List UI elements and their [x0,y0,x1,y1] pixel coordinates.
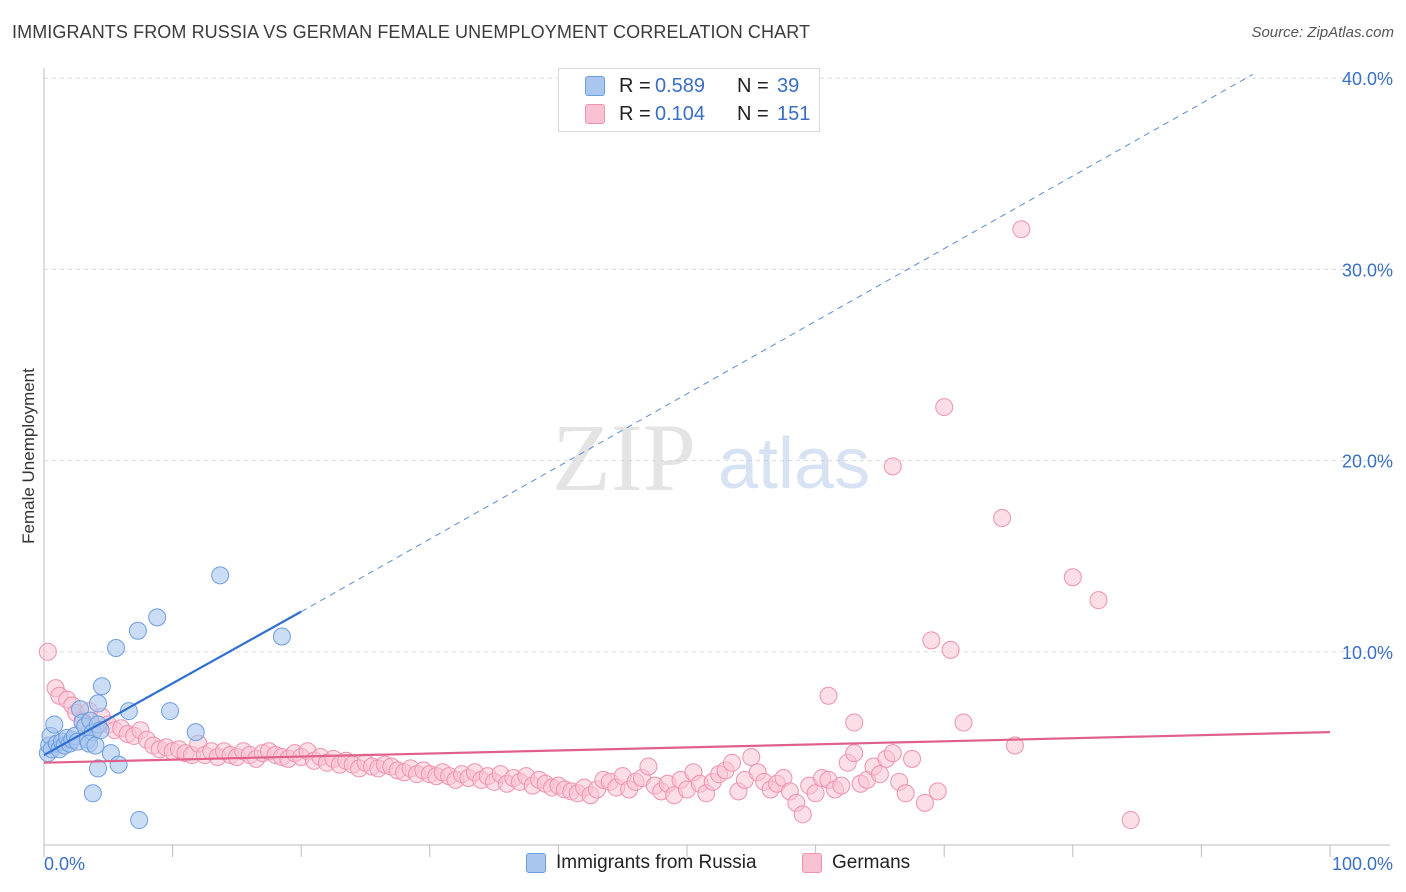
trendline-russia [43,610,302,757]
data-point-russia [130,811,149,830]
legend-n-label: N = [737,74,769,97]
legend-n-value: 39 [777,74,800,97]
y-tick-label: 20.0% [1342,452,1393,472]
bottom-legend-label-russia: Immigrants from Russia [556,852,757,873]
watermark: ZIP atlas [552,404,870,511]
data-point-russia [211,566,230,585]
legend: R = 0.589 N = 39 R = 0.104 N = 151 [558,68,820,132]
chart-title: IMMIGRANTS FROM RUSSIA VS GERMAN FEMALE … [12,22,811,42]
data-point-germans [1121,811,1140,830]
trendline-germans [43,731,1331,764]
data-point-germans [832,776,851,795]
bottom-legend-russia: Immigrants from Russia [526,852,757,874]
data-point-germans [935,398,954,417]
data-point-germans [883,744,902,763]
x-tick-label: 100.0% [1332,854,1393,874]
data-point-germans [903,749,922,768]
legend-r-label: R = [619,102,651,125]
y-tick-label: 10.0% [1342,643,1393,663]
trendline-russia-extrapolated [300,73,1254,613]
data-point-germans [1012,220,1031,239]
gridlines [44,77,1390,653]
legend-swatch-russia [585,76,605,96]
data-point-russia [186,723,205,742]
data-point-russia [109,755,128,774]
legend-row-russia: R = 0.589 N = 39 [585,73,799,99]
data-point-germans [742,747,761,766]
data-point-russia [86,736,105,755]
data-point-germans [870,765,889,784]
data-point-germans [993,508,1012,527]
legend-r-value: 0.104 [655,102,706,125]
watermark-zip: ZIP [552,404,696,511]
legend-r-value: 0.589 [655,74,706,97]
legend-swatch-germans [585,104,605,124]
data-point-germans [928,782,947,801]
data-point-germans [1005,736,1024,755]
data-point-germans [941,640,960,659]
data-point-russia [89,759,108,778]
data-point-germans [883,457,902,476]
data-point-germans [38,642,57,661]
data-point-russia [128,621,147,640]
y-axis-label: Female Unemployment [19,368,38,544]
legend-n-label: N = [737,102,769,125]
x-tick-label: 0.0% [44,854,85,874]
source-credit: Source: ZipAtlas.com [1251,24,1394,41]
legend-row-germans: R = 0.104 N = 151 [585,101,810,127]
data-point-germans [954,713,973,732]
watermark-atlas: atlas [718,424,870,504]
bottom-legend-germans: Germans [802,852,910,874]
russia-points [38,566,291,830]
data-point-germans [639,757,658,776]
data-point-russia [89,694,108,713]
data-point-russia [161,702,180,721]
data-point-germans [1089,591,1108,610]
trendlines [43,73,1331,764]
data-point-russia [148,608,167,627]
data-point-germans [1063,568,1082,587]
data-point-russia [107,638,126,657]
bottom-legend-label-germans: Germans [832,852,911,873]
data-point-russia [92,677,111,696]
tick-labels: 10.0% 20.0% 30.0% 40.0% 0.0% 100.0% [44,69,1393,874]
data-point-germans [723,753,742,772]
data-point-germans [845,713,864,732]
data-point-russia [272,627,291,646]
data-point-germans [915,793,934,812]
germans-points [38,220,1140,830]
data-point-germans [896,784,915,803]
bottom-legend-swatch-russia [526,853,546,873]
y-tick-label: 30.0% [1342,260,1393,280]
data-point-germans [806,784,825,803]
legend-r-label: R = [619,74,651,97]
data-point-russia [45,715,64,734]
data-point-germans [922,631,941,650]
data-point-russia [119,702,138,721]
axes [43,68,1390,857]
data-point-germans [845,744,864,763]
data-point-russia [83,784,102,803]
y-tick-label: 40.0% [1342,69,1393,89]
data-point-germans [819,686,838,705]
legend-n-value: 151 [777,102,811,125]
data-point-germans [793,805,812,824]
bottom-legend-swatch-germans [802,853,822,873]
